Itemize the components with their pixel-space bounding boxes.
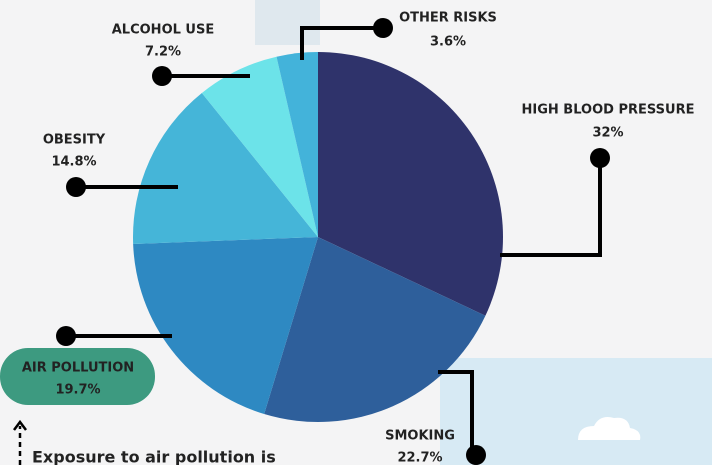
connector-dot: [66, 177, 86, 197]
slice-label: OTHER RISKS: [399, 11, 497, 26]
annotation: Exposure to air pollution is: [32, 448, 276, 465]
slice-label: SMOKING: [385, 429, 455, 444]
slice: [264, 237, 486, 422]
cloud: [578, 417, 641, 440]
label-pill: [0, 348, 155, 405]
pie: [133, 52, 503, 422]
slice-value: 19.7%: [55, 383, 100, 398]
slice-value: 3.6%: [430, 35, 466, 50]
decor-square: [255, 0, 320, 45]
connector-dot: [590, 148, 610, 168]
connector: [500, 158, 602, 257]
connector: [300, 26, 383, 60]
slice-label: HIGH BLOOD PRESSURE: [522, 103, 695, 118]
slice: [133, 92, 318, 244]
slice-value: 7.2%: [145, 45, 181, 60]
connector-dot: [373, 18, 393, 38]
slice-value: 22.7%: [397, 451, 442, 465]
slice: [318, 52, 503, 316]
slice-label: AIR POLLUTION: [22, 361, 134, 376]
slice: [276, 52, 318, 237]
decor-panel: [440, 358, 712, 465]
slice-value: 32%: [592, 126, 623, 141]
connector-dot: [466, 445, 486, 465]
slice: [201, 56, 318, 238]
slice-label: ALCOHOL USE: [112, 23, 214, 38]
arrow-head: [13, 419, 27, 431]
slice: [133, 237, 318, 414]
connector-dot: [56, 326, 76, 346]
connector-dot: [152, 66, 172, 86]
slice-value: 14.8%: [51, 155, 96, 170]
slice-label: OBESITY: [43, 133, 106, 148]
